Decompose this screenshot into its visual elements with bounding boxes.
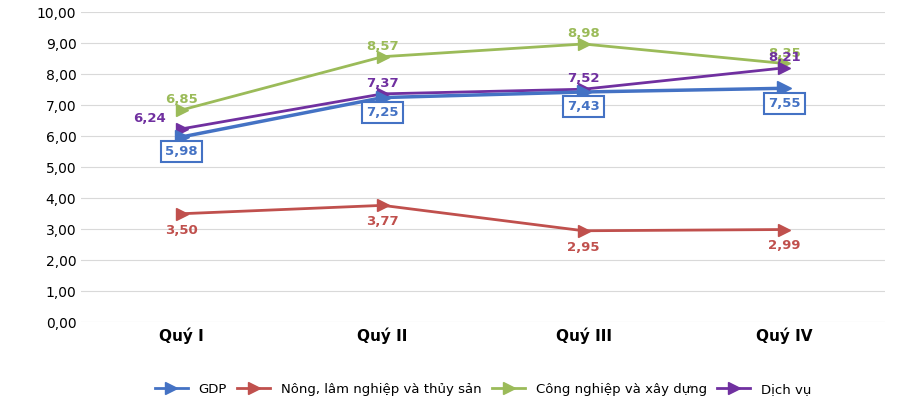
Text: 3,50: 3,50	[165, 224, 198, 237]
Text: 7,55: 7,55	[768, 97, 800, 109]
Text: 2,95: 2,95	[566, 241, 599, 254]
Text: 2,99: 2,99	[768, 240, 800, 252]
Text: 8,21: 8,21	[768, 51, 800, 64]
Text: 3,77: 3,77	[366, 215, 399, 228]
Text: 7,25: 7,25	[366, 106, 399, 119]
Text: 8,98: 8,98	[566, 27, 599, 40]
Text: 8,35: 8,35	[768, 47, 800, 60]
Text: 7,37: 7,37	[366, 77, 399, 90]
Text: 5,98: 5,98	[165, 145, 198, 158]
Text: 7,43: 7,43	[566, 100, 599, 113]
Text: 6,85: 6,85	[165, 93, 198, 106]
Text: 7,52: 7,52	[566, 73, 599, 85]
Text: 8,57: 8,57	[366, 40, 399, 53]
Text: 6,24: 6,24	[133, 112, 165, 125]
Legend: GDP, Nông, lâm nghiệp và thủy sản, Công nghiệp và xây dựng, Dịch vụ: GDP, Nông, lâm nghiệp và thủy sản, Công …	[148, 376, 817, 402]
